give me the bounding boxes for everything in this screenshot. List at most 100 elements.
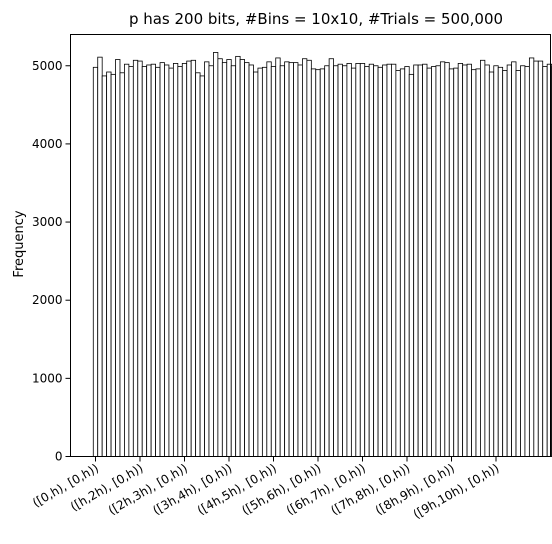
- x-axis: ([0,h), [0,h))([h,2h), [0,h))([2h,3h), […: [30, 456, 502, 521]
- histogram-bar: [364, 66, 370, 457]
- histogram-bar: [542, 66, 548, 457]
- histogram-bar: [386, 63, 392, 457]
- histogram-bar: [417, 64, 423, 457]
- histogram-bar: [159, 62, 165, 457]
- histogram-bar: [391, 63, 397, 457]
- histogram-bar: [297, 64, 303, 457]
- histogram-bar: [444, 62, 450, 457]
- histogram-bar: [226, 59, 232, 457]
- y-tick-label: 5000: [32, 59, 63, 73]
- histogram-bar: [439, 61, 446, 457]
- histogram-bar: [266, 61, 272, 457]
- histogram-bar: [235, 55, 241, 457]
- histogram-bar: [502, 70, 508, 457]
- histogram-bar: [511, 61, 517, 457]
- histogram-bar: [248, 64, 254, 457]
- histogram-bar: [520, 65, 526, 457]
- histogram-bar: [310, 68, 317, 457]
- histogram-bar: [524, 66, 530, 457]
- histogram-bar: [493, 65, 499, 457]
- histogram-bar: [506, 64, 512, 457]
- histogram-bar: [515, 70, 521, 457]
- histogram-bar: [537, 60, 544, 457]
- histogram-bar: [484, 64, 490, 457]
- histogram-bar: [457, 63, 464, 457]
- histogram-bar: [448, 68, 455, 457]
- histogram-bar: [426, 67, 432, 457]
- histogram-bar: [279, 65, 286, 457]
- histogram-bar: [453, 67, 459, 457]
- histogram-bar: [195, 72, 201, 457]
- chart-title: p has 200 bits, #Bins = 10x10, #Trials =…: [129, 10, 503, 28]
- histogram-bar: [137, 60, 143, 457]
- histogram-bar: [128, 66, 134, 457]
- y-tick-label: 3000: [32, 215, 63, 229]
- histogram-bar: [359, 63, 366, 457]
- histogram-bar: [404, 66, 410, 457]
- histogram-bar: [368, 63, 375, 457]
- histogram-bar: [528, 57, 535, 457]
- histogram-bar: [319, 68, 326, 457]
- histogram-bar: [275, 57, 281, 457]
- histogram-bar: [488, 71, 495, 457]
- histogram-bar: [230, 65, 237, 457]
- histogram-bar: [186, 60, 192, 457]
- histogram-bar: [124, 63, 130, 457]
- histogram-bar: [408, 73, 415, 457]
- histogram-bar: [355, 63, 361, 457]
- histogram-bar: [253, 71, 259, 457]
- histogram-bar: [382, 64, 388, 457]
- y-tick-label: 1000: [32, 371, 63, 385]
- histogram-bar: [155, 66, 161, 457]
- histogram-bar: [533, 60, 539, 457]
- histogram-bar: [475, 68, 481, 457]
- histogram-bar: [164, 64, 170, 457]
- histogram-bar: [324, 65, 330, 457]
- histogram-bar: [395, 70, 401, 457]
- histogram-bar: [497, 66, 504, 457]
- histogram-bar: [315, 69, 321, 457]
- y-tick-label: 0: [55, 450, 63, 464]
- histogram-bar: [471, 69, 477, 457]
- bars-group: [92, 52, 552, 457]
- histogram-bar: [377, 66, 383, 457]
- histogram-bar: [244, 62, 250, 457]
- histogram-bar: [413, 64, 419, 457]
- histogram-bar: [257, 67, 263, 457]
- y-axis: 0 1000 2000 3000 4000 5000: [32, 59, 71, 464]
- histogram-bar: [172, 63, 179, 457]
- histogram-bar: [213, 52, 219, 457]
- histogram-bar: [208, 65, 214, 457]
- plot-frame: [70, 34, 551, 457]
- histogram-bar: [239, 59, 245, 457]
- histogram-bar: [150, 63, 156, 457]
- histogram-bar: [431, 66, 437, 457]
- histogram-bar: [199, 75, 205, 457]
- y-axis-label: Frequency: [12, 210, 27, 277]
- histogram-bar: [306, 59, 312, 457]
- histogram-bar: [119, 72, 125, 457]
- histogram-bar: [373, 65, 379, 457]
- histogram-bar: [346, 63, 352, 457]
- histogram-bar: [480, 59, 486, 457]
- histogram-bar: [261, 66, 268, 457]
- histogram-bar: [435, 65, 441, 457]
- histogram-bar: [221, 62, 228, 457]
- histogram-bar: [270, 66, 277, 457]
- histogram-bar: [466, 63, 472, 457]
- histogram-bar: [422, 63, 428, 457]
- histogram-bar: [177, 66, 183, 457]
- histogram-bar: [181, 63, 188, 457]
- histogram-bar: [92, 66, 99, 457]
- histogram-bar: [190, 59, 197, 457]
- histogram-bar: [146, 64, 152, 457]
- histogram-bar: [399, 68, 406, 457]
- y-tick-label: 4000: [32, 137, 63, 151]
- histogram-bar: [217, 58, 223, 457]
- histogram-bar: [101, 75, 108, 457]
- histogram-bar: [333, 65, 339, 457]
- histogram-bar: [97, 56, 103, 457]
- histogram-bar: [132, 59, 139, 457]
- histogram-bar: [284, 61, 290, 457]
